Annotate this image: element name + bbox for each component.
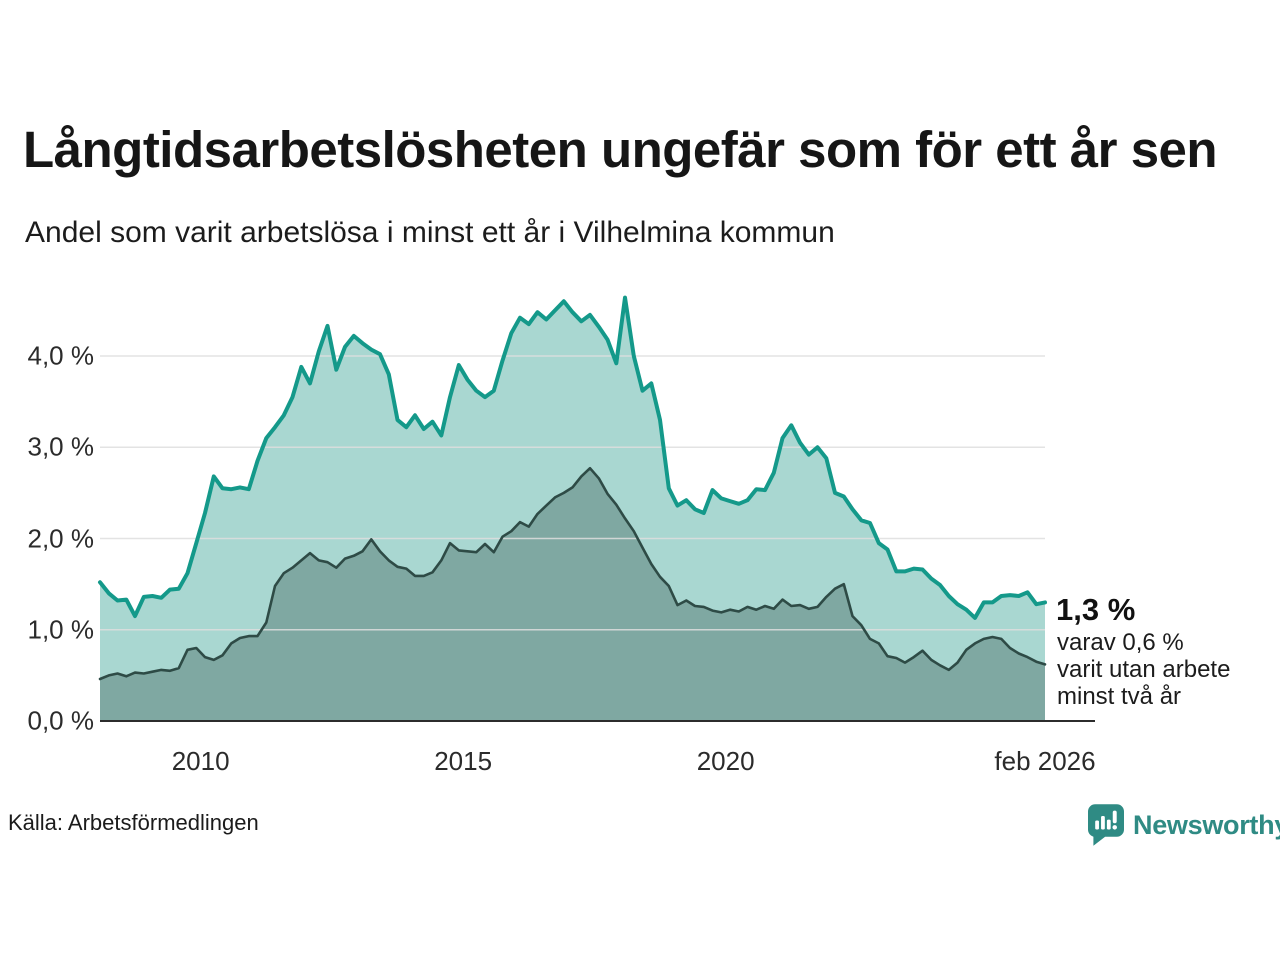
annotation-detail-line: varav 0,6 %: [1057, 629, 1184, 656]
annotation-detail-line: minst två år: [1057, 683, 1182, 710]
newsworthy-wordmark: Newsworthy: [1133, 810, 1280, 840]
newsworthy-bubble-chart-icon: [1087, 804, 1124, 851]
series-area: [100, 468, 1045, 721]
page-title: Långtidsarbetslösheten ungefär som för e…: [23, 121, 1218, 178]
x-tick-label: 2010: [171, 746, 230, 776]
y-tick-label: 2,0 %: [27, 523, 95, 553]
y-tick-label: 1,0 %: [27, 614, 95, 645]
y-tick-label: 3,0 %: [27, 431, 95, 462]
series-line: [98, 466, 1047, 681]
newsworthy-logo: Newsworthy: [1087, 804, 1280, 851]
annotation-latest-value: 1,3 %: [1056, 592, 1136, 627]
y-tick-label: 4,0 %: [27, 340, 95, 371]
x-tick-label: 2020: [696, 746, 755, 776]
series-line: [98, 295, 1047, 620]
page-subtitle: Andel som varit arbetslösa i minst ett å…: [25, 216, 835, 249]
source-caption: Källa: Arbetsförmedlingen: [8, 810, 259, 835]
annotation-detail-line: varit utan arbete: [1057, 656, 1231, 683]
x-tick-label: feb 2026: [994, 746, 1096, 776]
y-tick-label: 0,0 %: [27, 705, 95, 736]
x-tick-label: 2015: [434, 746, 493, 776]
